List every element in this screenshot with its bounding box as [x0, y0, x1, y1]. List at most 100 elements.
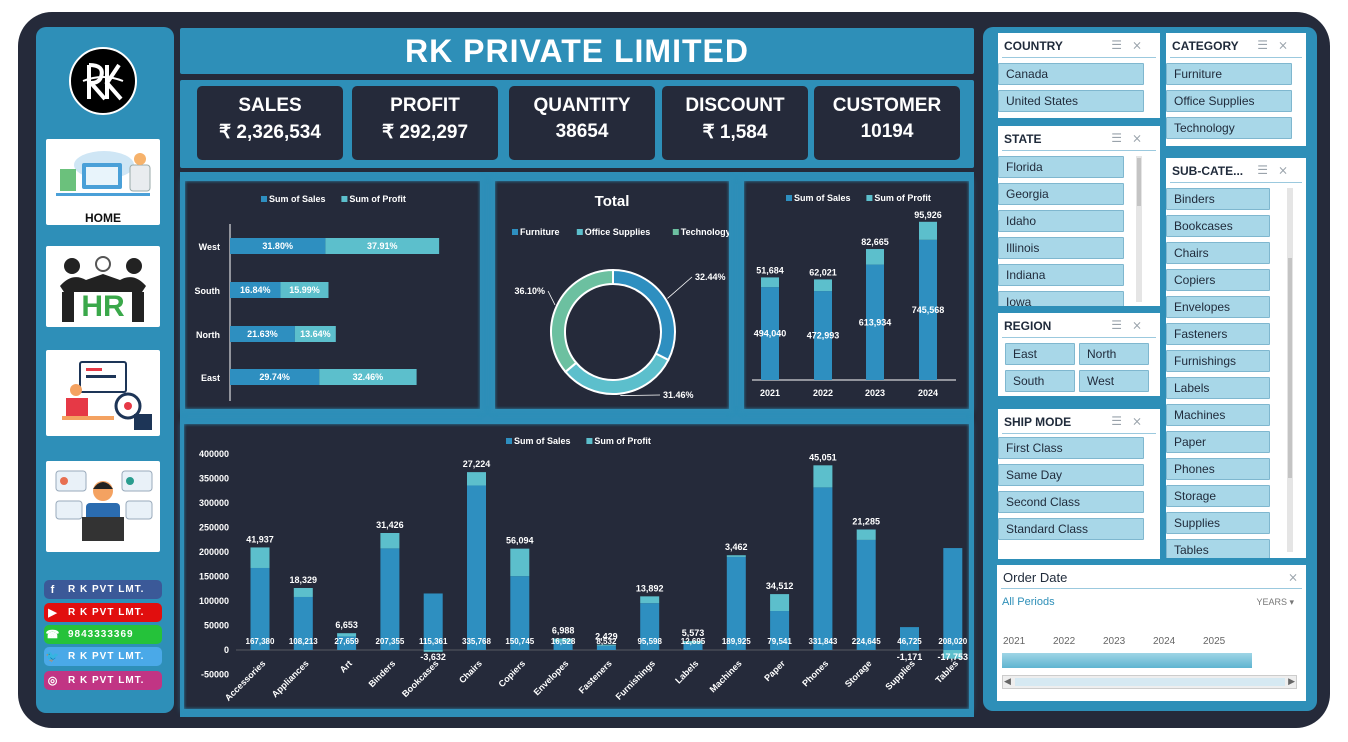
scroll-thumb[interactable]: [1015, 678, 1285, 686]
timeline-unit-label: YEARS: [1256, 597, 1287, 607]
data-label: 51,684: [756, 265, 784, 275]
multiselect-icon[interactable]: ☰⨯: [1111, 38, 1152, 52]
slicer-item[interactable]: Illinois: [998, 237, 1124, 259]
slicer-item[interactable]: Labels: [1166, 377, 1270, 399]
slicer-item[interactable]: First Class: [998, 437, 1144, 459]
slicer-item[interactable]: Machines: [1166, 404, 1270, 426]
slicer-title: REGION: [1004, 319, 1052, 333]
data-label: 150,745: [505, 637, 534, 646]
legend-entry: Sum of Profit: [874, 193, 931, 203]
data-label: 56,094: [506, 536, 534, 546]
tick-label: 2024: [918, 388, 938, 398]
slicer-item[interactable]: Envelopes: [1166, 296, 1270, 318]
slicer-item[interactable]: Furnishings: [1166, 350, 1270, 372]
social-link[interactable]: ☎ 9843333369: [44, 625, 162, 644]
timeline-year[interactable]: 2023: [1103, 636, 1126, 647]
slicer-item[interactable]: South: [1005, 370, 1075, 392]
slicer-scrollbar[interactable]: [1136, 156, 1142, 302]
slicer-item[interactable]: Bookcases: [1166, 215, 1270, 237]
slicer-item[interactable]: Paper: [1166, 431, 1270, 453]
scroll-thumb[interactable]: [1137, 158, 1141, 206]
slicer-item[interactable]: Iowa: [998, 291, 1124, 306]
slicer-item[interactable]: Florida: [998, 156, 1124, 178]
slicer-item[interactable]: Office Supplies: [1166, 90, 1292, 112]
multiselect-icon[interactable]: ☰⨯: [1111, 131, 1152, 145]
slicer-item[interactable]: Chairs: [1166, 242, 1270, 264]
slicer-item[interactable]: Fasteners: [1166, 323, 1270, 345]
multiselect-icon[interactable]: ☰⨯: [1257, 38, 1298, 52]
bar-profit: [866, 249, 884, 265]
timeline-year[interactable]: 2025: [1203, 636, 1226, 647]
bar-sales: [553, 641, 573, 650]
timeline-year[interactable]: 2021: [1003, 636, 1026, 647]
kpi-label: QUANTITY: [533, 95, 631, 116]
slicer-item[interactable]: Technology: [1166, 117, 1292, 139]
scroll-right-icon[interactable]: ▶: [1288, 676, 1295, 686]
social-link[interactable]: ◎ R K PVT LMT.: [44, 671, 162, 690]
year-chart-panel: Sum of Sales Sum of Profit 494,040 51,684 20…: [742, 179, 971, 411]
slicer-item[interactable]: East: [1005, 343, 1075, 365]
data-label: 12,695: [681, 637, 706, 646]
data-label: 27,659: [334, 637, 359, 646]
kpi-label: SALES: [238, 95, 302, 116]
timeline-scrollbar[interactable]: ◀ ▶: [1002, 675, 1297, 689]
data-label: 224,645: [852, 637, 881, 646]
bar-profit: [423, 650, 443, 652]
nav-customers[interactable]: [46, 461, 160, 552]
scroll-left-icon[interactable]: ◀: [1004, 676, 1011, 686]
social-link[interactable]: 🐦 R K PVT LMT.: [44, 647, 162, 666]
slicer-item[interactable]: Tables: [1166, 539, 1270, 558]
slicer-item[interactable]: Phones: [1166, 458, 1270, 480]
social-link[interactable]: ▶ R K PVT LMT.: [44, 603, 162, 622]
bar-sales: [230, 282, 281, 298]
scroll-thumb[interactable]: [1288, 258, 1292, 478]
data-label: 21.63%: [247, 329, 278, 339]
slicer-item[interactable]: Furniture: [1166, 63, 1292, 85]
nav-operations[interactable]: [46, 350, 160, 436]
social-label: R K PVT LMT.: [68, 584, 145, 595]
slicer-item[interactable]: North: [1079, 343, 1149, 365]
multiselect-icon[interactable]: ☰⨯: [1111, 414, 1152, 428]
data-label: 494,040: [754, 329, 787, 339]
tick-label: Chairs: [457, 658, 484, 685]
slicer-item[interactable]: Canada: [998, 63, 1144, 85]
timeline-bar[interactable]: [1002, 653, 1252, 668]
social-link[interactable]: f R K PVT LMT.: [44, 580, 162, 599]
nav-hr[interactable]: HR: [46, 246, 160, 327]
slicer-scrollbar[interactable]: [1287, 188, 1293, 552]
slicer-item[interactable]: Supplies: [1166, 512, 1270, 534]
slicer-item[interactable]: Indiana: [998, 264, 1124, 286]
multiselect-icon[interactable]: ☰⨯: [1111, 318, 1152, 332]
slicer-item[interactable]: Same Day: [998, 464, 1144, 486]
legend-swatch: [586, 438, 593, 444]
timeline-year[interactable]: 2022: [1053, 636, 1076, 647]
timeline-year[interactable]: 2024: [1153, 636, 1176, 647]
subcategory-chart-panel: Sum of Sales Sum of Profit 400000 350000 300…: [182, 422, 971, 711]
slicer-item[interactable]: Georgia: [998, 183, 1124, 205]
data-label: 745,568: [912, 305, 945, 315]
tick-label: 200000: [199, 547, 229, 557]
data-label: 6,653: [335, 620, 358, 630]
slicer-item[interactable]: Copiers: [1166, 269, 1270, 291]
data-label: 36.10%: [514, 286, 545, 296]
slicer-item[interactable]: Second Class: [998, 491, 1144, 513]
data-label: 331,843: [808, 637, 837, 646]
clear-filter-icon[interactable]: ⨯: [1287, 570, 1298, 584]
tick-label: Furnishings: [614, 658, 657, 701]
data-label: 18,329: [290, 575, 318, 585]
leader-line: [620, 394, 661, 396]
slicer-item[interactable]: Idaho: [998, 210, 1124, 232]
slicer-title: CATEGORY: [1172, 39, 1239, 53]
slicer-item[interactable]: West: [1079, 370, 1149, 392]
slicer-item[interactable]: Storage: [1166, 485, 1270, 507]
timeline-unit-select[interactable]: YEARS ▾: [1256, 597, 1294, 608]
nav-home[interactable]: HOME: [46, 139, 160, 225]
tick-label: Machines: [708, 658, 744, 694]
slicer-item[interactable]: Binders: [1166, 188, 1270, 210]
bar-sales: [467, 485, 486, 650]
slicer-item[interactable]: United States: [998, 90, 1144, 112]
slicer-item[interactable]: Standard Class: [998, 518, 1144, 540]
data-label: 167,380: [246, 637, 275, 646]
multiselect-icon[interactable]: ☰⨯: [1257, 163, 1298, 177]
data-label: 79,541: [767, 637, 792, 646]
